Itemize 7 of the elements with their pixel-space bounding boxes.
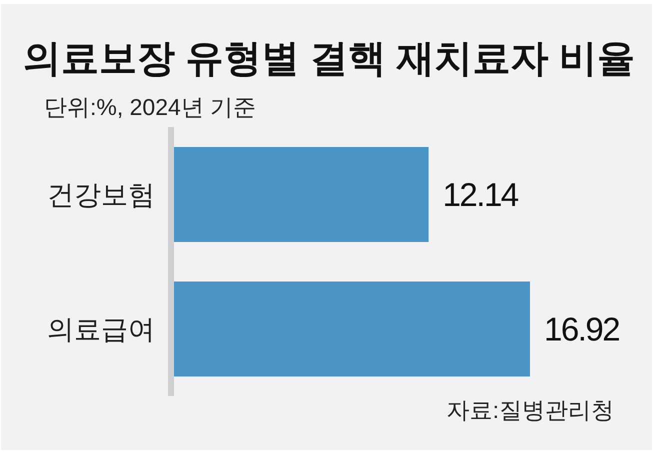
chart-subtitle: 단위:%, 2024년 기준 [44,93,256,121]
y-tick-label: 의료급여 [47,314,155,344]
data-label: 12.14 [442,176,519,214]
text: 자료:질병관리청 [446,396,614,424]
chart-title: 의료보장 유형별 결핵 재치료자 비율 [22,37,636,82]
y-tick-label: 건강보험 [47,180,155,210]
data-label: 16.92 [544,310,620,348]
